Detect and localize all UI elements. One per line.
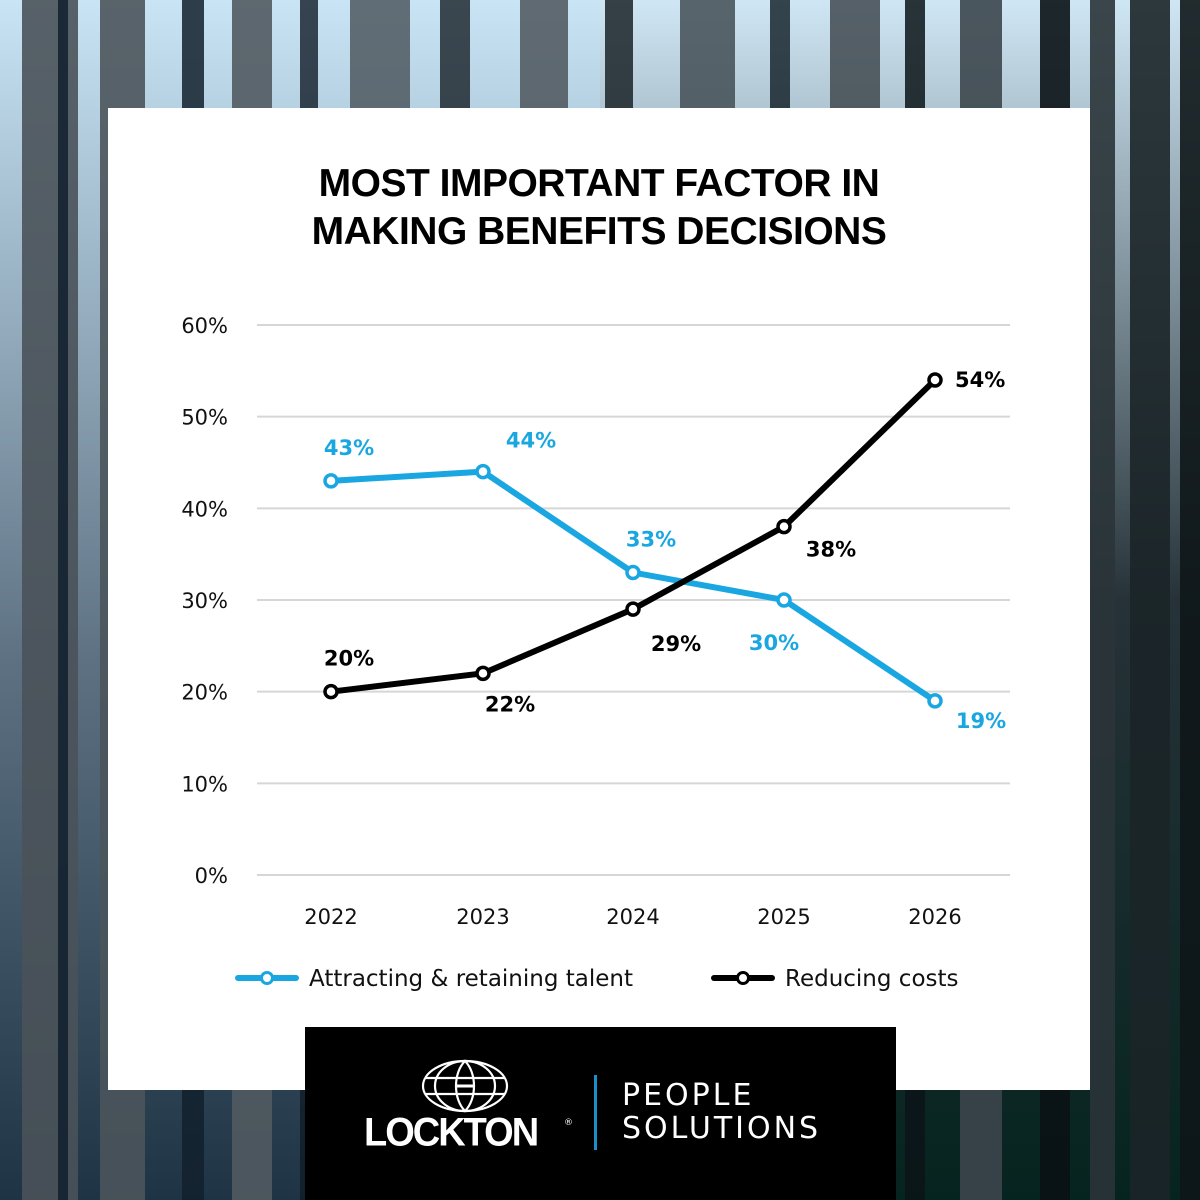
y-tick-label: 50% [181,406,228,430]
data-label: 20% [324,647,374,671]
division-name: PEOPLE SOLUTIONS [622,1079,821,1145]
data-label: 30% [749,631,799,655]
x-tick-label: 2025 [757,905,810,929]
globe-logo-icon [421,1059,509,1113]
y-tick-label: 0% [195,864,228,888]
data-point [776,592,792,608]
data-point [927,372,943,388]
data-label: 22% [485,692,535,716]
data-point [475,463,491,480]
registered-mark: ® [564,1118,573,1128]
gridlines [257,324,1010,876]
x-tick-label: 2023 [456,905,509,929]
x-tick-label: 2022 [304,905,357,929]
y-tick-label: 10% [181,772,228,796]
x-tick-label: 2026 [908,905,961,929]
y-tick-label: 30% [181,589,228,613]
data-point [927,693,943,709]
data-point [323,683,339,700]
series [323,372,943,709]
lockton-wordmark: LOCKTON [364,1110,539,1156]
legend-label: Reducing costs [785,966,959,992]
x-axis-ticks: 2022 2023 2024 2025 2026 [304,905,961,929]
y-axis-ticks: 0% 10% 20% 30% 40% 50% 60% [181,314,228,888]
legend-swatch-marker [736,971,750,985]
legend: Attracting & retaining talent Reducing co… [235,966,959,992]
background-stripe [1090,0,1115,1200]
series-line-talent [328,468,938,704]
logo-divider [594,1075,597,1150]
data-label: 43% [324,436,374,460]
data-label: 19% [956,709,1006,733]
y-tick-label: 60% [181,314,228,338]
x-tick-label: 2024 [606,905,659,929]
division-line-2: SOLUTIONS [622,1111,822,1146]
data-point [475,665,491,682]
chart-title: MOST IMPORTANT FACTOR IN MAKING BENEFITS… [108,160,1090,256]
data-point [625,564,641,581]
background-stripe [22,0,78,1200]
data-point [776,518,792,535]
y-tick-label: 20% [181,681,228,705]
data-point [625,601,641,617]
chart-title-line-2: MAKING BENEFITS DECISIONS [311,210,887,253]
data-label: 54% [955,368,1005,392]
data-label: 38% [806,538,856,562]
brand-logo-box [305,1027,896,1200]
data-label: 44% [506,429,556,453]
data-label: 29% [651,632,701,656]
background-stripe [58,0,68,1200]
background-stripe [1180,0,1200,1200]
division-line-1: PEOPLE [622,1078,755,1113]
data-point [323,473,339,489]
data-labels: 43% 44% 33% 30% 19% 20% 22% 29% 38% 54% [324,368,1006,733]
data-label: 33% [626,528,676,552]
legend-label: Attracting & retaining talent [309,966,633,992]
y-tick-label: 40% [181,497,228,521]
legend-swatch-marker [260,971,274,985]
background-stripe [1130,0,1170,1200]
chart-title-line-1: MOST IMPORTANT FACTOR IN [318,162,880,205]
